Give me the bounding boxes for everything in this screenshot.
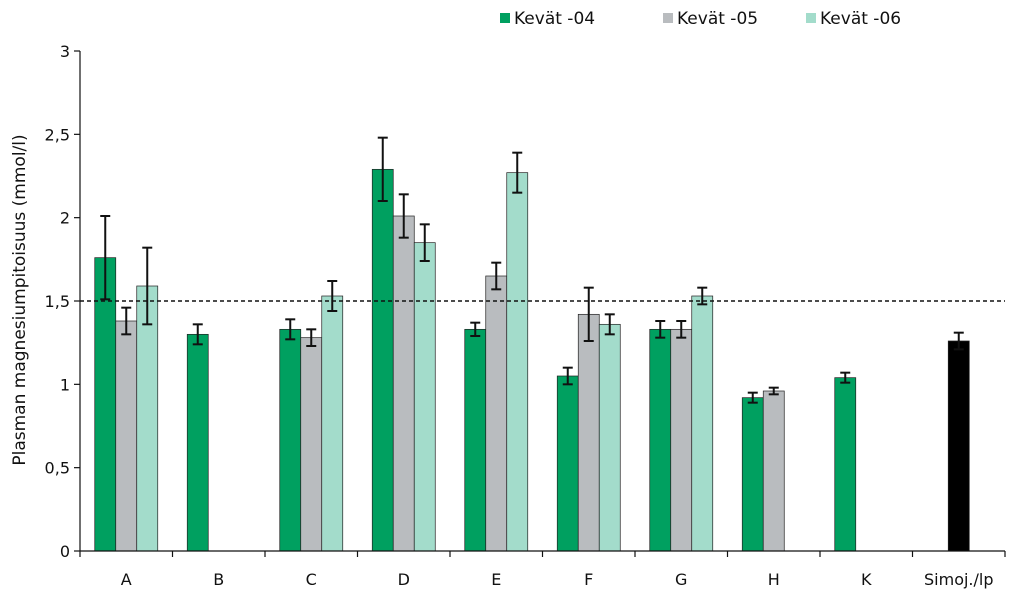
- x-tick-label: K: [861, 570, 872, 589]
- bar: [762, 390, 785, 552]
- bar: [670, 328, 693, 552]
- bars: [80, 136, 1005, 552]
- x-tick-label: B: [213, 570, 224, 589]
- y-axis-title: Plasman magnesiumpitoisuus (mmol/l): [10, 134, 30, 465]
- bar: [577, 313, 600, 552]
- x-tick-label: A: [121, 570, 132, 589]
- bar: [371, 168, 394, 552]
- y-tick-label: 2,5: [45, 125, 70, 144]
- x-tick-label: Simoj./lp: [924, 570, 994, 589]
- y-tick-label: 3: [60, 42, 70, 61]
- legend: Kevät -04 Kevät -05 Kevät -06: [500, 9, 901, 29]
- x-tick-label: H: [768, 570, 780, 589]
- bar: [556, 375, 579, 552]
- bar: [598, 323, 621, 552]
- bar: [279, 328, 302, 552]
- x-tick-label: G: [675, 570, 687, 589]
- legend-label: Kevät -04: [514, 9, 595, 29]
- legend-swatch: [500, 13, 510, 23]
- bar: [464, 328, 487, 552]
- y-tick-label: 2: [60, 209, 70, 228]
- y-axis: 0 0,5 1 1,5 2 2,5 3: [45, 42, 81, 561]
- y-tick-label: 0: [60, 542, 70, 561]
- x-tick-label: E: [491, 570, 501, 589]
- y-tick-label: 1: [60, 375, 70, 394]
- bar: [300, 337, 323, 552]
- bar: [947, 340, 970, 552]
- legend-swatch: [806, 13, 816, 23]
- bar: [413, 242, 436, 552]
- x-axis: A B C D E F G H K Simoj./lp: [79, 550, 1006, 589]
- bar: [485, 275, 508, 552]
- legend-label: Kevät -06: [820, 9, 901, 29]
- legend-label: Kevät -05: [677, 9, 758, 29]
- bar: [321, 295, 344, 552]
- bar: [186, 333, 209, 552]
- bar: [649, 328, 672, 552]
- bar: [506, 172, 529, 552]
- x-tick-label: D: [398, 570, 410, 589]
- bar: [136, 285, 159, 552]
- x-tick-label: C: [306, 570, 317, 589]
- bar: [115, 320, 138, 552]
- y-tick-label: 0,5: [45, 459, 70, 478]
- legend-swatch: [663, 13, 673, 23]
- bar: [741, 397, 764, 552]
- bar: [392, 215, 415, 552]
- bar: [691, 295, 714, 552]
- bar: [834, 377, 857, 552]
- x-tick-label: F: [584, 570, 593, 589]
- y-tick-label: 1,5: [45, 292, 70, 311]
